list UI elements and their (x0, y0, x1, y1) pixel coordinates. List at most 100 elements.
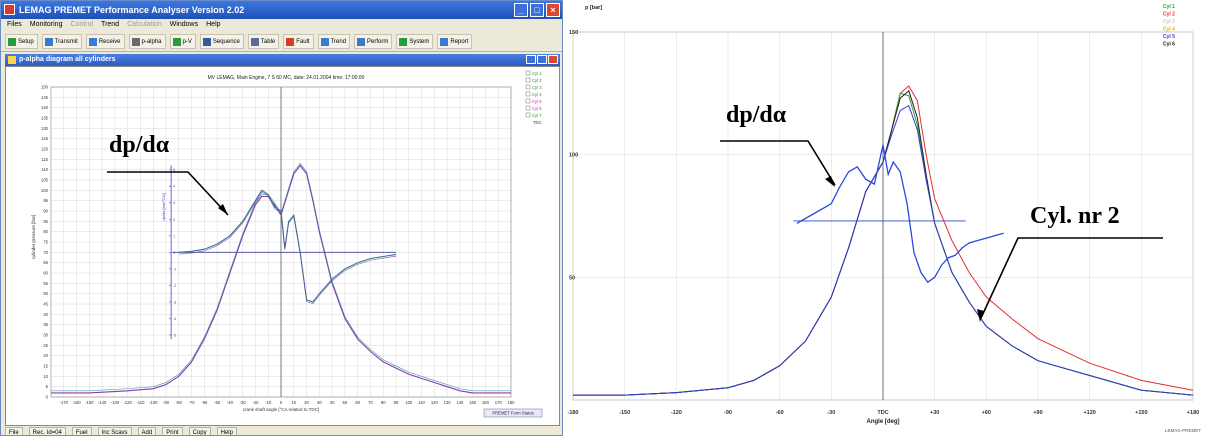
status-help[interactable]: Help (216, 427, 237, 435)
y-tick-label: 90 (43, 209, 48, 214)
window-title: LEMAG PREMET Performance Analyser Versio… (19, 5, 245, 15)
menu-calculation[interactable]: Calculation (127, 21, 162, 28)
y-tick-label: 115 (41, 157, 48, 162)
status-fuel[interactable]: Fuel (71, 427, 92, 435)
maximize-button[interactable]: □ (530, 3, 544, 17)
annotation-dpda: dp/dα (109, 132, 170, 158)
dpda-tick-label: -5 (173, 334, 176, 338)
trend-button[interactable]: Trend (317, 34, 351, 49)
status-file[interactable]: File (5, 427, 23, 435)
y-tick-label: 145 (41, 95, 49, 100)
y-tick-label: 75 (43, 240, 48, 245)
annotation-arrow-head (218, 204, 228, 215)
dpda-tick-label: 2 (173, 218, 175, 222)
legend-checkbox (525, 105, 531, 111)
menu-monitoring[interactable]: Monitoring (29, 21, 63, 28)
x-tick-label: -30 (240, 400, 247, 405)
x-axis-label: crank shaft angle [°CA related to TDC] (243, 407, 319, 412)
y-tick-label: 150 (569, 30, 578, 36)
x-tick-label: 30 (317, 400, 322, 405)
y-tick-label: 135 (41, 116, 49, 121)
sub-maximize-button[interactable] (537, 55, 547, 64)
status-add[interactable]: Add (137, 427, 157, 435)
x-tick-label: -140 (98, 400, 107, 405)
menu-control[interactable]: Control (70, 21, 94, 28)
x-tick-label: -110 (136, 400, 145, 405)
receive-button[interactable]: Receive (85, 34, 125, 49)
y-tick-label: 125 (41, 136, 49, 141)
legend-entry: Cyl 4 (532, 92, 542, 97)
system-button[interactable]: System (396, 34, 434, 49)
legend-checkbox (525, 98, 531, 104)
y-tick-label: 60 (43, 271, 48, 276)
report-button[interactable]: Report (437, 34, 473, 49)
x-tick-label: -130 (111, 400, 120, 405)
dpda-tick-label: 1 (173, 234, 175, 238)
status-copy[interactable]: Copy (188, 427, 211, 435)
minimize-button[interactable]: _ (514, 3, 528, 17)
y-tick-label: 50 (43, 291, 48, 296)
menu-help[interactable]: Help (206, 21, 221, 28)
pressure-angle-chart: -180 -150 -120 -90 -60 -30 TDC +30 +60 +90 +120 +15… (567, 4, 1201, 433)
perform-button[interactable]: Perform (354, 34, 393, 49)
status-print[interactable]: Print (162, 427, 183, 435)
y-tick-label: 5 (46, 384, 49, 389)
legend-checkbox (525, 112, 531, 118)
x-tick-label: 10 (291, 400, 296, 405)
transmit-button[interactable]: Transmit (41, 34, 82, 49)
x-axis-label: Angle [deg] (867, 419, 900, 425)
x-tick-label: 150 (469, 400, 477, 405)
dpda-tick-label: -2 (173, 284, 176, 288)
y-tick-label: 35 (43, 322, 48, 327)
chart-title: MV LEMAG, Main Engine, 7 S 60 MC, date: … (208, 75, 365, 81)
status-rec[interactable]: Rec. Id=04 (28, 427, 66, 435)
menu-trend[interactable]: Trend (101, 21, 120, 28)
annotation-dpda: dp/dα (726, 102, 787, 128)
legend-entry: Cyl 2 (532, 78, 542, 83)
x-tick-label: 40 (330, 400, 335, 405)
legend-entry: Cyl 6 (532, 106, 542, 111)
sub-close-button[interactable] (548, 55, 558, 64)
app-icon (4, 4, 15, 15)
x-tick-label: 180 (508, 400, 516, 405)
premet-status-button (483, 408, 543, 418)
x-tick-label: -150 (619, 410, 630, 416)
plot-pane: MV LEMAG, Main Engine, 7 S 60 MC, date: … (5, 66, 560, 426)
legend-entry: Cyl 4 (1163, 27, 1175, 33)
fault-button[interactable]: Fault (283, 34, 314, 49)
x-tick-label: TDC (877, 410, 888, 416)
annotation-arrow-line (107, 171, 229, 216)
annotation-cyl2: Cyl. nr 2 (1030, 203, 1120, 229)
x-tick-label: -20 (252, 400, 259, 405)
sequence-button[interactable]: Sequence (199, 34, 244, 49)
sub-minimize-button[interactable] (526, 55, 536, 64)
menu-windows[interactable]: Windows (169, 21, 199, 28)
p-alpha-chart: MV LEMAG, Main Engine, 7 S 60 MC, date: … (31, 70, 543, 418)
x-tick-label: 60 (355, 400, 360, 405)
y-tick-label: 30 (43, 333, 48, 338)
dpda-tick-label: -1 (173, 267, 176, 271)
p-v-button[interactable]: p-V (169, 34, 196, 49)
app-window: LEMAG PREMET Performance Analyser Versio… (0, 0, 563, 436)
x-tick-label: +120 (1083, 410, 1095, 416)
close-button[interactable]: × (546, 3, 560, 17)
y-tick-label: 45 (43, 302, 48, 307)
legend-checkbox (525, 91, 531, 97)
legend-entry: Cyl 6 (1163, 42, 1175, 48)
x-tick-label: -60 (776, 410, 784, 416)
p-alpha-button[interactable]: p-alpha (128, 34, 166, 49)
y-tick-label: 40 (43, 312, 48, 317)
y-tick-label: 80 (43, 229, 48, 234)
table-button[interactable]: Table (247, 34, 280, 49)
legend-entry: Cyl 1 (532, 71, 542, 76)
y-tick-label: 20 (43, 353, 48, 358)
status-scavs[interactable]: Inc Scavs (97, 427, 132, 435)
menu-files[interactable]: Files (7, 21, 22, 28)
y-tick-label: 15 (43, 364, 48, 369)
setup-button[interactable]: Setup (5, 34, 38, 49)
x-tick-label: -40 (227, 400, 234, 405)
x-tick-label: -50 (214, 400, 221, 405)
dpda-tick-label: -4 (173, 317, 176, 321)
x-tick-label: -60 (201, 400, 208, 405)
x-tick-label: +90 (1033, 410, 1042, 416)
